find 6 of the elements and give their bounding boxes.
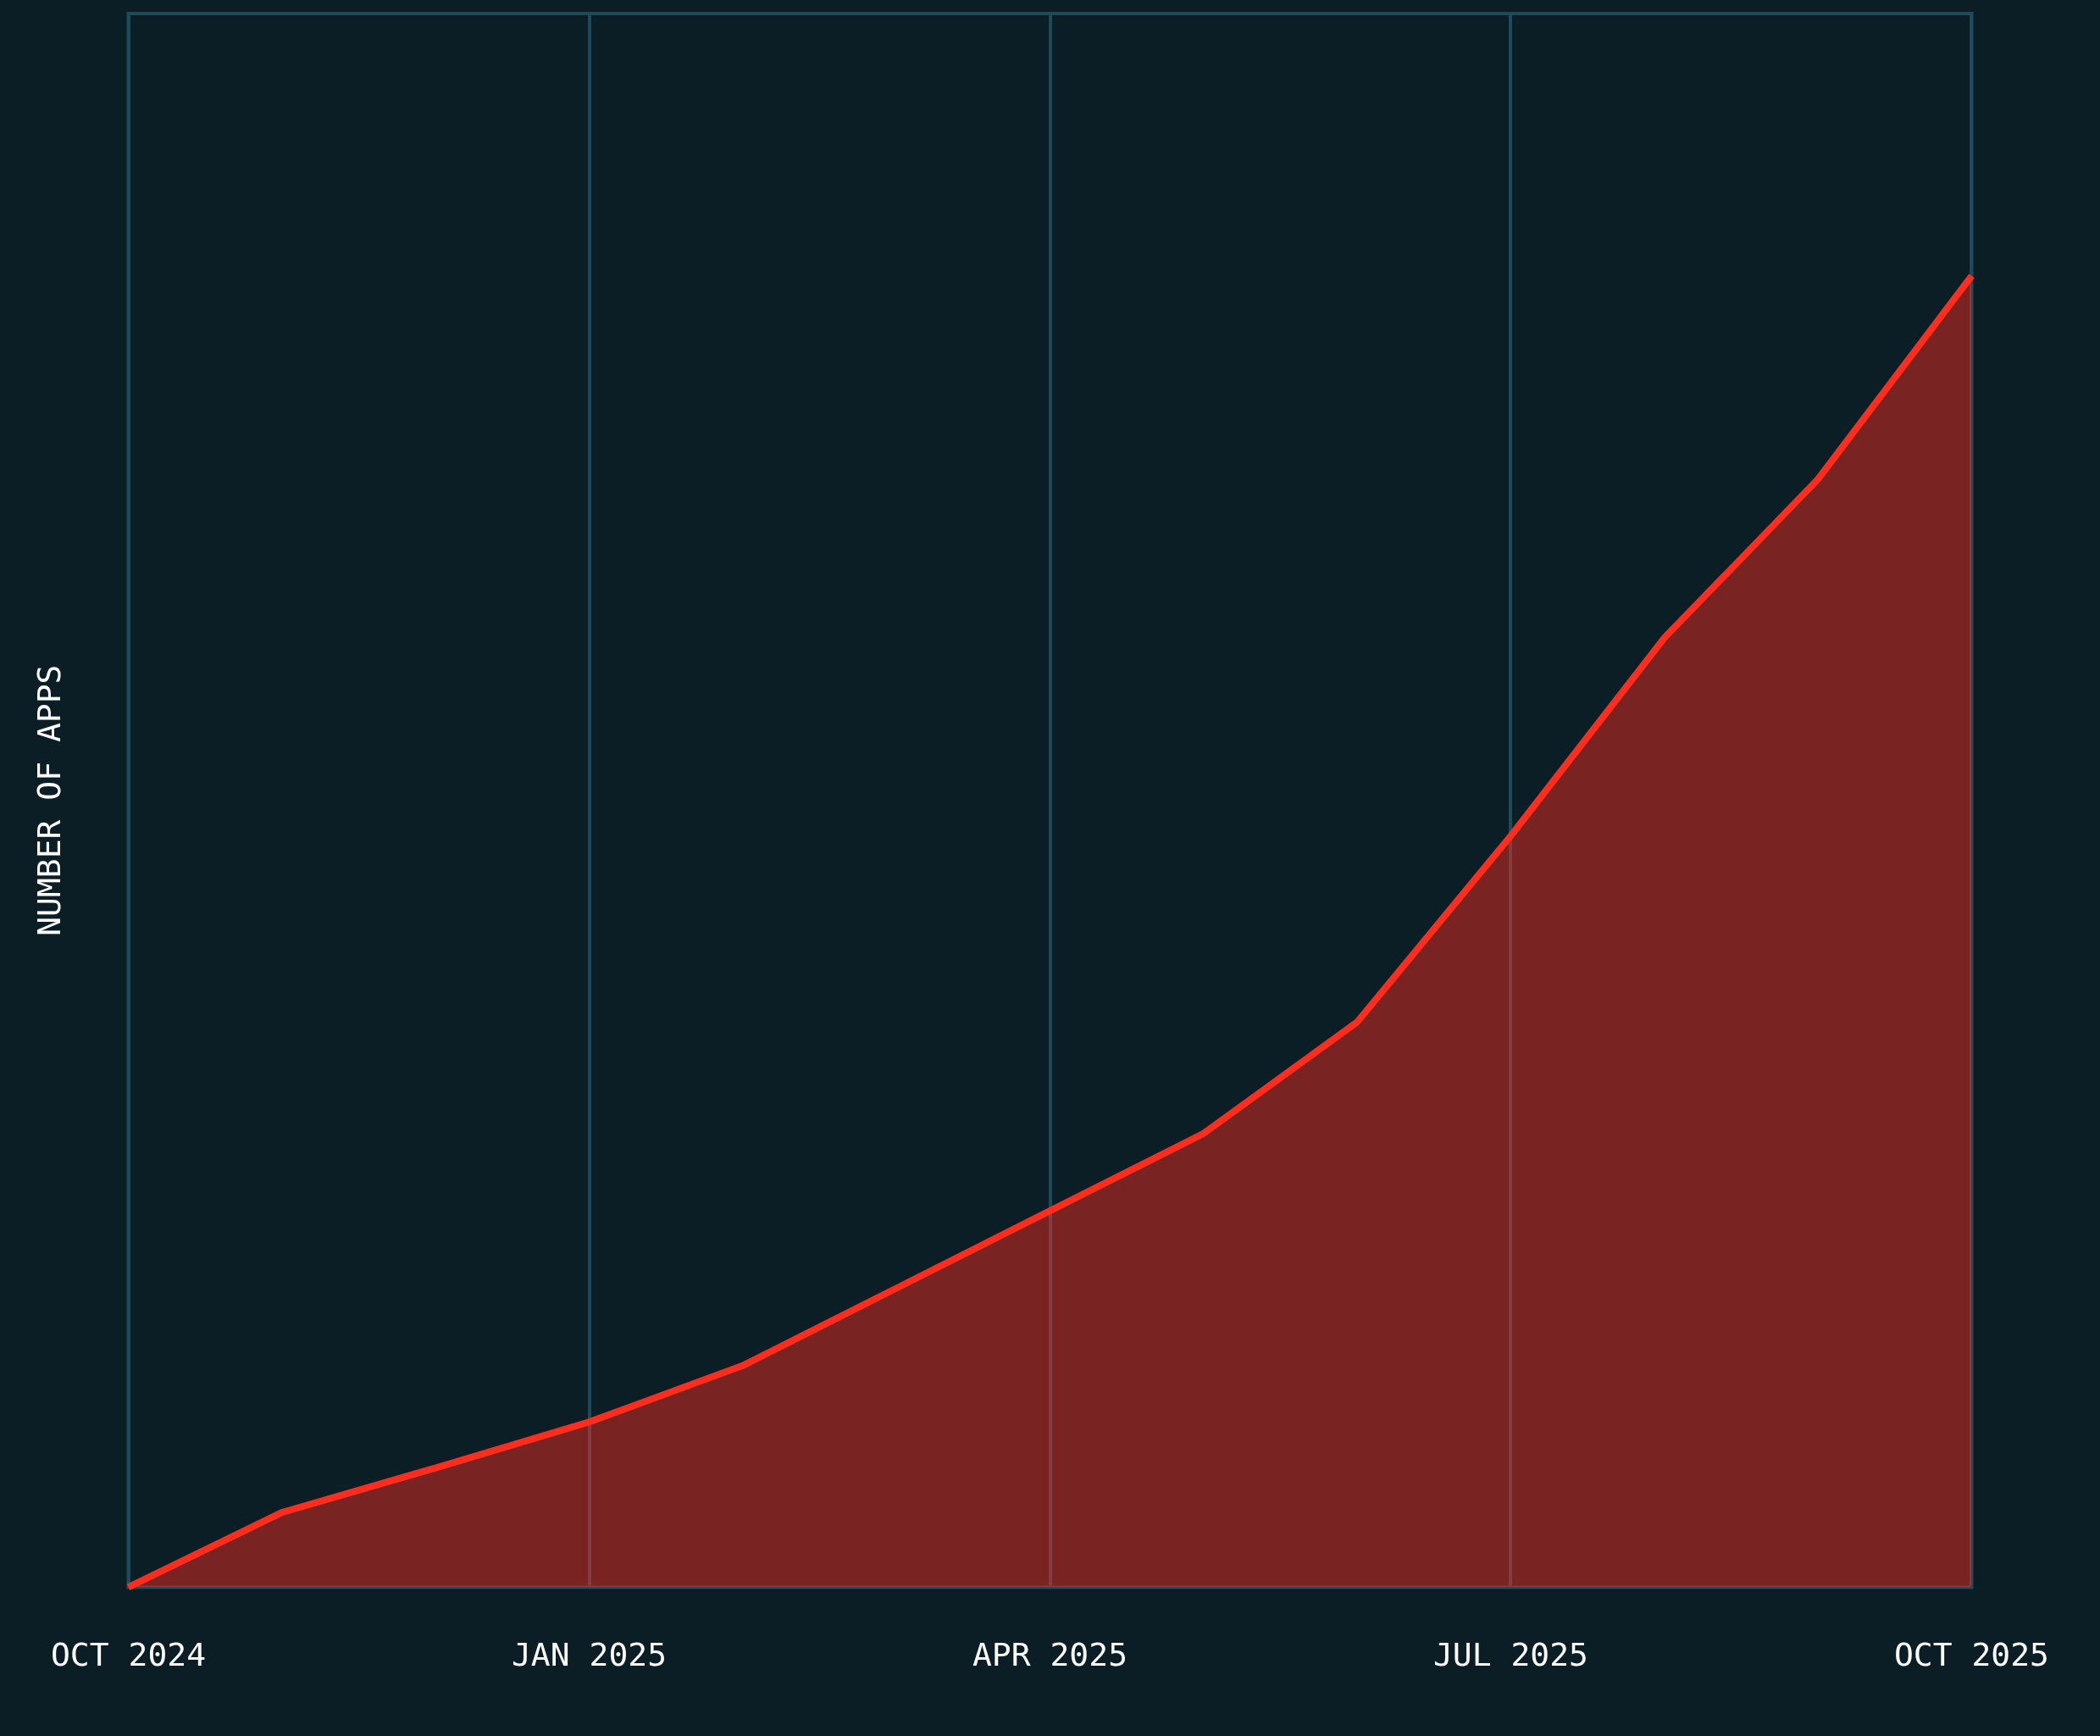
y-axis-title: NUMBER OF APPS xyxy=(30,664,68,936)
x-tick-label: JUL 2025 xyxy=(1432,1636,1589,1674)
x-tick-label: JAN 2025 xyxy=(511,1636,668,1674)
x-tick-label: APR 2025 xyxy=(972,1636,1128,1674)
x-tick-label: OCT 2024 xyxy=(51,1636,207,1674)
x-tick-label: OCT 2025 xyxy=(1893,1636,2049,1674)
